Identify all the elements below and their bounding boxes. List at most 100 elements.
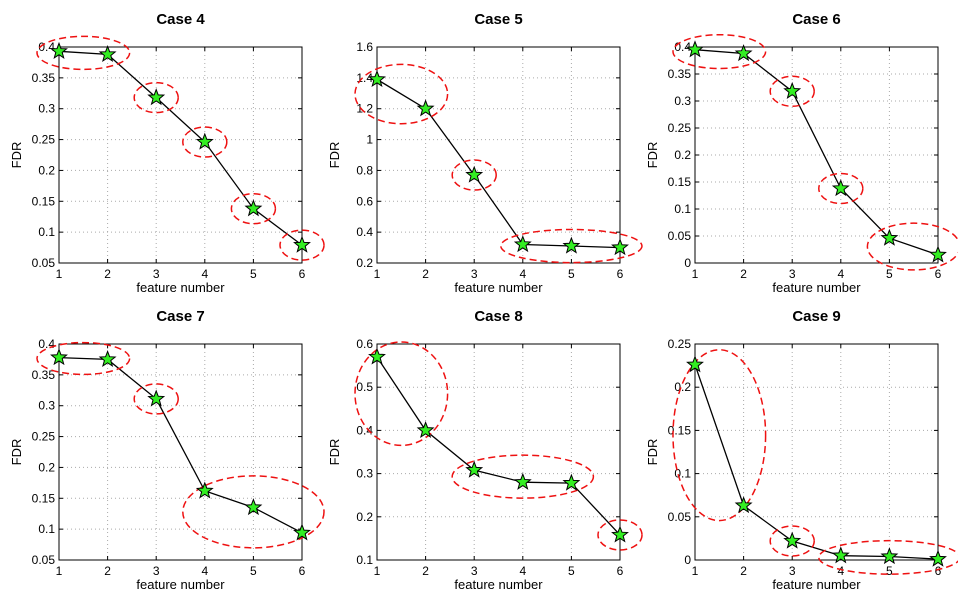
- data-point-star: [783, 531, 802, 549]
- data-point-star: [734, 496, 753, 514]
- data-point-star: [98, 44, 117, 63]
- axes-frame: [376, 343, 621, 561]
- data-point-star: [513, 472, 532, 490]
- y-tick-label: 0.2: [38, 460, 55, 474]
- x-tick-label: 4: [519, 564, 526, 578]
- y-axis-label: FDR: [645, 142, 660, 169]
- chart-panel: 1 2 3 4 5 6 0.2 0.4 0.6 0.8 1 1.2 1.4 1.6 Case 5 featur…: [327, 11, 643, 295]
- data-point-star: [929, 245, 947, 263]
- x-tick-label: 5: [568, 267, 575, 281]
- highlight-ellipse: [769, 525, 815, 557]
- y-tick-label: 0.35: [32, 71, 56, 85]
- data-point-star: [50, 348, 68, 366]
- data-point-star: [465, 165, 484, 183]
- x-tick-label: 3: [471, 564, 478, 578]
- y-tick-label: 0.05: [32, 256, 56, 270]
- y-tick-label: 1.6: [356, 40, 373, 54]
- x-tick-label: 5: [250, 267, 257, 281]
- y-tick-label: 0.35: [32, 368, 56, 382]
- data-point-star: [416, 99, 435, 117]
- highlight-ellipse: [36, 35, 131, 71]
- highlight-ellipse: [354, 341, 449, 447]
- x-tick-label: 2: [422, 564, 429, 578]
- series-line: [376, 78, 621, 249]
- y-axis-label: FDR: [327, 439, 342, 466]
- y-tick-label: 0.25: [668, 121, 692, 135]
- series-line: [694, 364, 939, 560]
- highlight-ellipse: [182, 475, 325, 549]
- chart-panel: 1 2 3 4 5 6 0.05 0.1 0.15 0.2 0.25 0.3 0.35 0.4 Case 4…: [9, 11, 325, 295]
- x-tick-label: 4: [201, 267, 208, 281]
- data-point-star: [195, 481, 214, 499]
- highlight-ellipse: [36, 341, 131, 376]
- highlight-ellipse: [182, 126, 228, 158]
- x-axis-label: feature number: [772, 280, 861, 295]
- data-point-star: [513, 235, 532, 253]
- y-tick-label: 0.4: [356, 225, 373, 239]
- x-tick-label: 6: [299, 564, 306, 578]
- data-point-star: [368, 347, 386, 365]
- highlight-ellipse: [597, 519, 643, 551]
- x-tick-label: 1: [374, 564, 381, 578]
- chart-panel: 1 2 3 4 5 600.050.10.150.20.250.30.350.4Case …: [645, 11, 958, 295]
- y-tick-label: 0: [684, 553, 691, 567]
- y-tick-label: 0.6: [356, 194, 373, 208]
- x-axis-label: feature number: [136, 280, 225, 295]
- data-point-star: [368, 70, 386, 88]
- chart-title: Case 8: [474, 308, 522, 325]
- y-tick-label: 0.3: [38, 102, 55, 116]
- y-tick-label: 0.15: [668, 175, 692, 189]
- y-tick-label: 0.2: [674, 380, 691, 394]
- data-point-star: [244, 199, 263, 217]
- highlight-ellipse: [818, 172, 864, 205]
- y-tick-label: 0: [684, 256, 691, 270]
- x-tick-label: 2: [422, 267, 429, 281]
- y-tick-label: 0.4: [356, 423, 373, 437]
- y-tick-label: 0.25: [668, 337, 692, 351]
- y-tick-label: 0.3: [674, 94, 691, 108]
- highlight-ellipse: [133, 383, 179, 415]
- highlight-ellipse: [230, 192, 277, 225]
- y-tick-label: 0.4: [38, 337, 55, 351]
- plot-area: [59, 47, 302, 263]
- x-axis-label: feature number: [772, 577, 861, 590]
- x-tick-label: 3: [471, 267, 478, 281]
- y-tick-label: 0.1: [356, 553, 373, 567]
- axes-frame: [694, 343, 939, 561]
- y-tick-label: 0.2: [356, 510, 373, 524]
- y-tick-label: 0.15: [32, 194, 56, 208]
- x-tick-label: 3: [153, 564, 160, 578]
- y-tick-label: 0.2: [356, 256, 373, 270]
- y-tick-label: 0.1: [38, 225, 55, 239]
- series-line: [58, 356, 303, 534]
- data-point-star: [734, 44, 753, 62]
- highlight-ellipse: [451, 454, 595, 499]
- data-point-star: [831, 179, 850, 197]
- y-tick-label: 0.1: [674, 202, 691, 216]
- x-tick-label: 4: [201, 564, 208, 578]
- data-point-star: [686, 355, 704, 373]
- data-point-star: [880, 547, 899, 565]
- highlight-ellipse: [451, 159, 497, 191]
- y-axis-label: FDR: [9, 439, 24, 466]
- data-point-star: [611, 238, 629, 256]
- x-tick-label: 3: [789, 564, 796, 578]
- plot-area: [695, 344, 938, 560]
- data-point-star: [147, 88, 166, 106]
- y-axis-label: FDR: [645, 439, 660, 466]
- axes-frame: [58, 46, 303, 264]
- highlight-ellipse: [818, 539, 958, 575]
- highlight-ellipse: [866, 222, 958, 271]
- data-point-star: [611, 525, 629, 543]
- x-tick-label: 6: [299, 267, 306, 281]
- y-tick-label: 0.3: [356, 467, 373, 481]
- y-tick-label: 1.2: [356, 102, 373, 116]
- chart-title: Case 6: [792, 11, 840, 28]
- y-tick-label: 0.3: [38, 399, 55, 413]
- x-tick-label: 3: [789, 267, 796, 281]
- data-point-star: [562, 236, 581, 254]
- plot-area: [377, 47, 620, 263]
- y-tick-label: 0.05: [32, 553, 56, 567]
- x-tick-label: 2: [104, 564, 111, 578]
